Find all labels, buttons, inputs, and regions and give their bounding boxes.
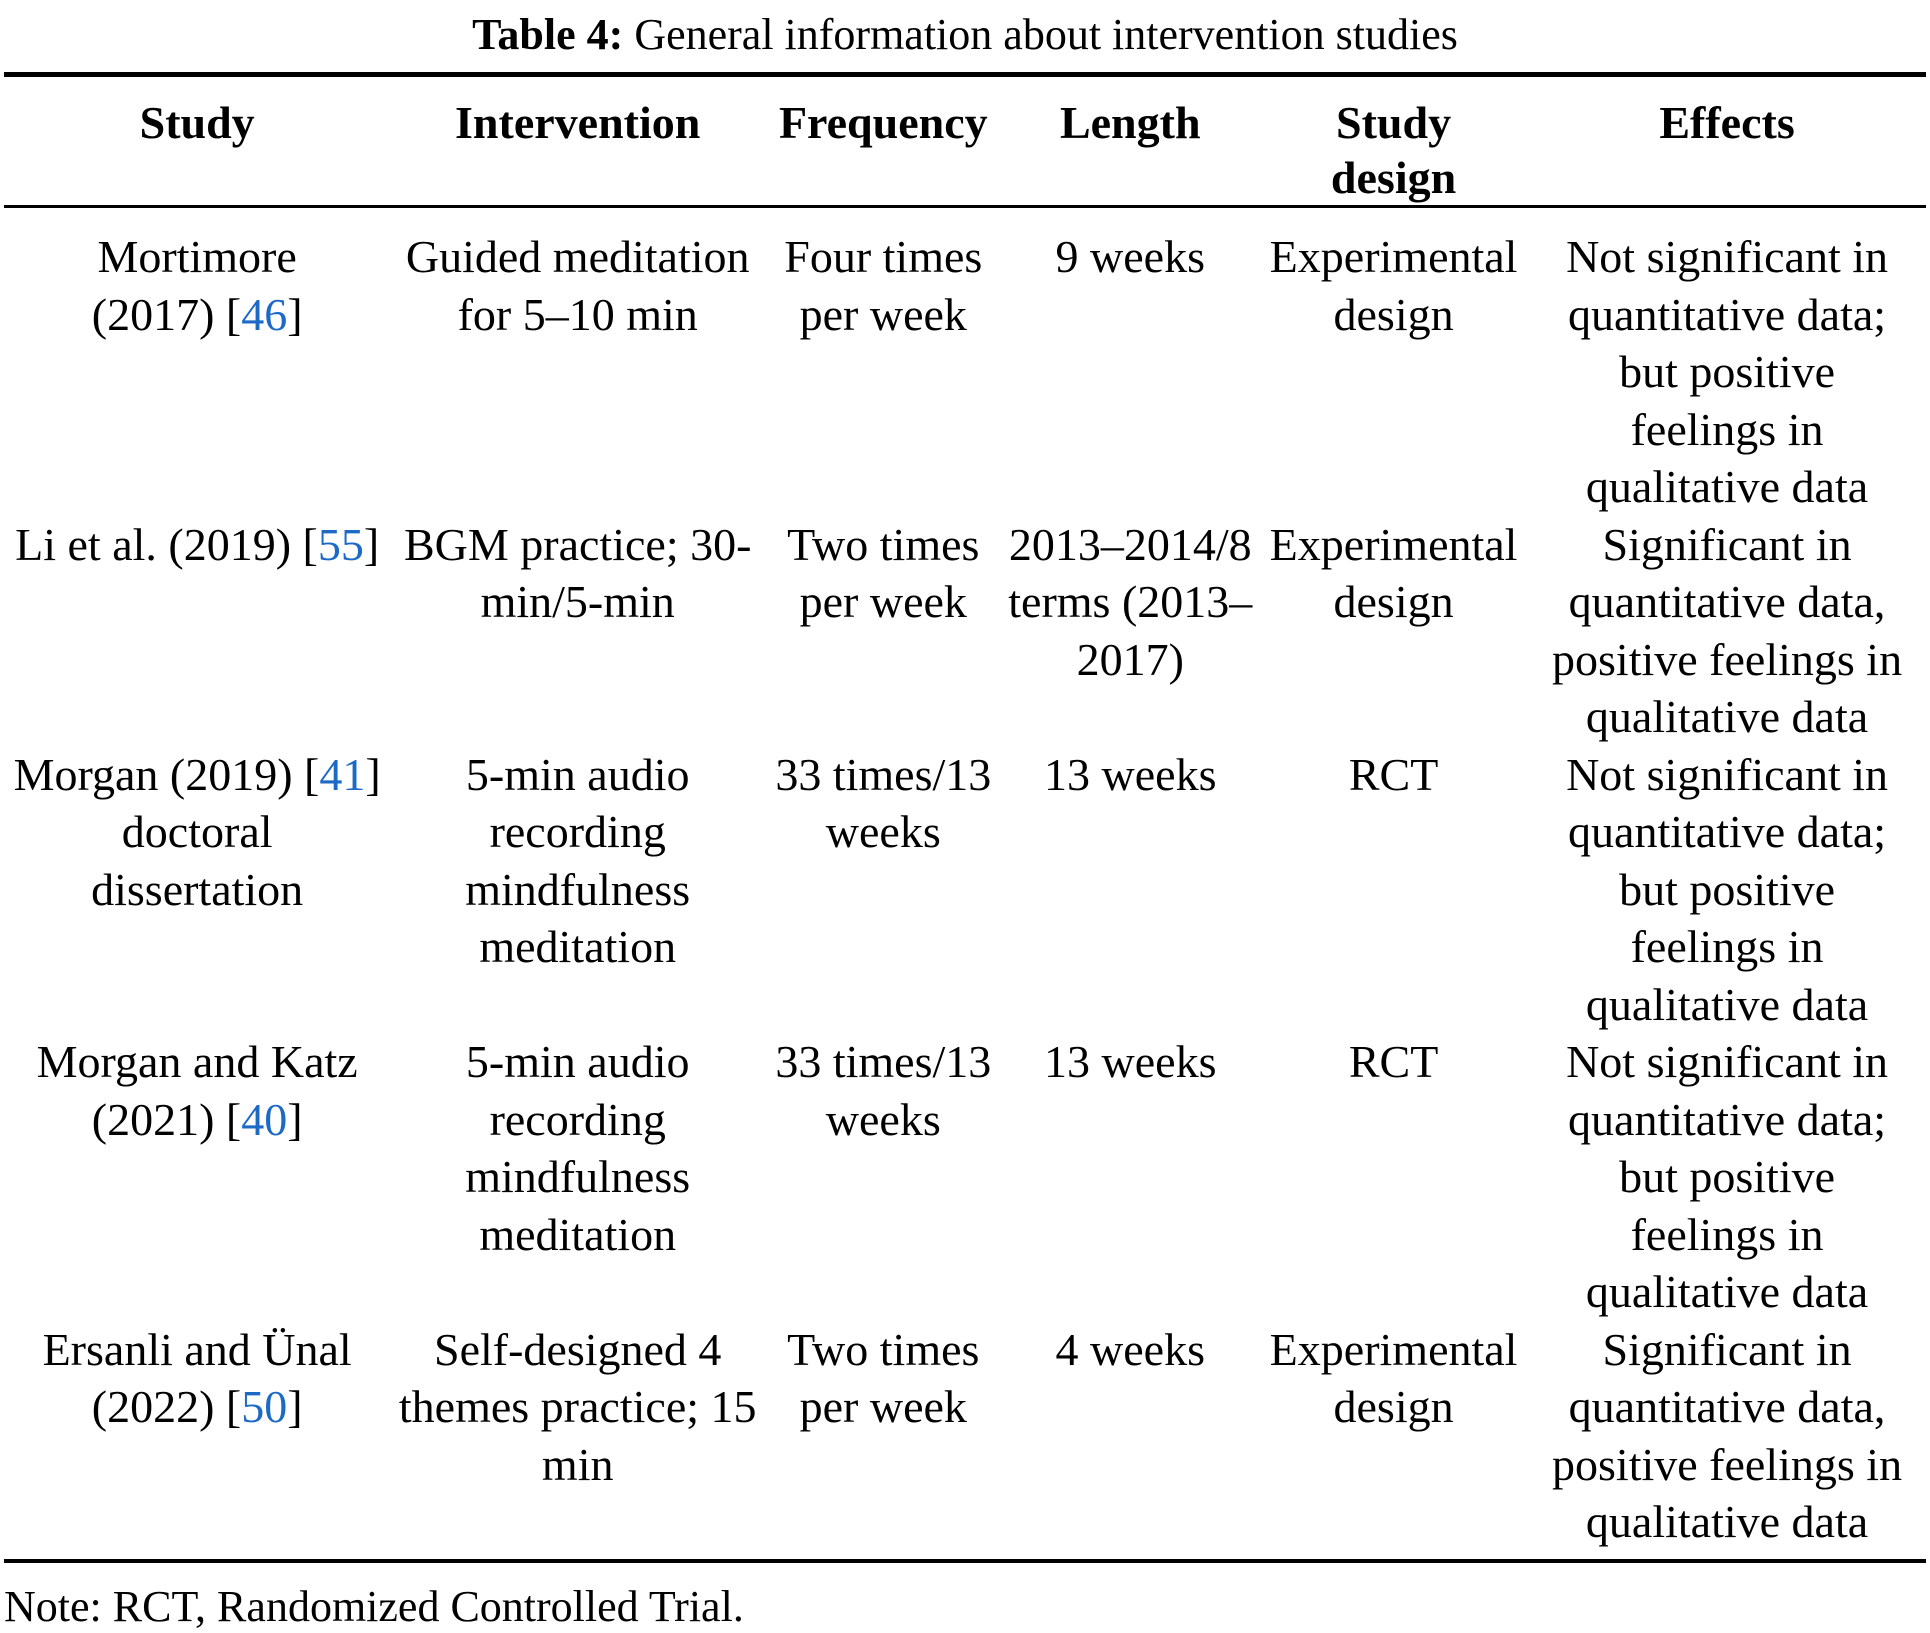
study-cell: Morgan and Katz (2021) [40] bbox=[4, 1033, 390, 1321]
frequency-cell: Two times per week bbox=[787, 518, 980, 628]
frequency-cell: 33 times/13 weeks bbox=[775, 1036, 992, 1145]
table-row: Mortimore (2017) [46] Guided meditation … bbox=[4, 207, 1926, 516]
citation-link[interactable]: 46 bbox=[241, 288, 288, 340]
column-header-study: Study bbox=[4, 74, 391, 208]
study-text: ] bbox=[287, 1381, 303, 1432]
column-header-label: Study design bbox=[1330, 97, 1457, 203]
table-caption-text: General information about intervention s… bbox=[634, 10, 1458, 59]
frequency-cell: 33 times/13 weeks bbox=[775, 748, 992, 858]
column-header-effects: Effects bbox=[1528, 74, 1926, 208]
length-cell: 4 weeks bbox=[1055, 1323, 1205, 1375]
study-design-cell: RCT bbox=[1348, 1036, 1439, 1087]
effects-cell: Significant in quantitative data, positi… bbox=[1552, 518, 1903, 743]
effects-cell: Not significant in quantitative data; bu… bbox=[1566, 748, 1889, 1030]
intervention-cell: 5-min audio recording mindfulness medita… bbox=[465, 748, 691, 973]
study-cell: Ersanli and Ünal (2022) [50] bbox=[4, 1321, 390, 1561]
study-cell: Morgan (2019) [41] doctoral dissertation bbox=[4, 746, 390, 1034]
effects-cell: Significant in quantitative data, positi… bbox=[1552, 1323, 1903, 1548]
table-row: Ersanli and Ünal (2022) [50] Self-design… bbox=[4, 1321, 1926, 1561]
effects-cell: Not significant in quantitative data; bu… bbox=[1566, 231, 1889, 512]
column-header-study-design: Study design bbox=[1259, 74, 1529, 208]
column-header-label: Frequency bbox=[778, 97, 988, 148]
study-design-cell: RCT bbox=[1348, 748, 1439, 800]
column-header-intervention: Intervention bbox=[390, 74, 766, 208]
length-cell: 9 weeks bbox=[1055, 231, 1205, 282]
table-caption-label: Table 4: bbox=[472, 10, 624, 59]
table-note: Note: RCT, Randomized Controlled Trial. bbox=[4, 1581, 744, 1631]
column-header-length: Length bbox=[1001, 74, 1260, 208]
citation-link[interactable]: 40 bbox=[241, 1093, 288, 1145]
column-header-label: Length bbox=[1059, 97, 1201, 148]
study-text: Morgan and Katz (2021) [ bbox=[36, 1036, 358, 1145]
table-row: Morgan (2019) [41] doctoral dissertation… bbox=[4, 746, 1926, 1034]
study-cell: Mortimore (2017) [46] bbox=[4, 207, 390, 516]
length-cell: 13 weeks bbox=[1044, 748, 1217, 800]
study-text: ] bbox=[287, 288, 303, 340]
effects-cell: Not significant in quantitative data; bu… bbox=[1566, 1036, 1889, 1317]
study-text: ] bbox=[363, 518, 380, 570]
intervention-studies-table: Study Intervention Frequency Length Stud… bbox=[4, 72, 1926, 1563]
study-text: Mortimore (2017) [ bbox=[91, 231, 297, 340]
frequency-cell: Four times per week bbox=[784, 231, 983, 340]
intervention-cell: BGM practice; 30-min/5-min bbox=[403, 518, 752, 628]
header-row: Study Intervention Frequency Length Stud… bbox=[4, 74, 1926, 208]
study-design-cell: Experimental design bbox=[1269, 1323, 1518, 1433]
study-text: Ersanli and Ünal (2022) [ bbox=[42, 1323, 352, 1433]
frequency-cell: Two times per week bbox=[787, 1323, 980, 1433]
study-design-cell: Experimental design bbox=[1269, 231, 1518, 340]
table-row: Morgan and Katz (2021) [40] 5-min audio … bbox=[4, 1033, 1926, 1321]
length-cell: 2013–2014/8 terms (2013–2017) bbox=[1008, 518, 1253, 685]
column-header-frequency: Frequency bbox=[765, 74, 1002, 208]
column-header-label: Intervention bbox=[455, 97, 701, 148]
citation-link[interactable]: 50 bbox=[241, 1381, 288, 1432]
study-text: Li et al. (2019) [ bbox=[15, 518, 318, 570]
study-text: Morgan (2019) [ bbox=[13, 748, 320, 800]
citation-link[interactable]: 55 bbox=[317, 518, 364, 570]
citation-link[interactable]: 41 bbox=[319, 748, 366, 800]
study-text: ] doctoral dissertation bbox=[91, 748, 381, 915]
study-text: ] bbox=[287, 1093, 303, 1145]
table-caption: Table 4: General information about inter… bbox=[4, 0, 1926, 72]
length-cell: 13 weeks bbox=[1044, 1036, 1217, 1087]
intervention-cell: 5-min audio recording mindfulness medita… bbox=[465, 1036, 691, 1260]
study-cell: Li et al. (2019) [55] bbox=[4, 516, 390, 746]
column-header-label: Effects bbox=[1659, 97, 1795, 148]
intervention-cell: Guided meditation for 5–10 min bbox=[405, 231, 750, 340]
study-design-cell: Experimental design bbox=[1269, 518, 1518, 628]
column-header-label: Study bbox=[139, 97, 255, 148]
table-row: Li et al. (2019) [55] BGM practice; 30-m… bbox=[4, 516, 1926, 746]
intervention-cell: Self-designed 4 themes practice; 15 min bbox=[398, 1323, 757, 1490]
